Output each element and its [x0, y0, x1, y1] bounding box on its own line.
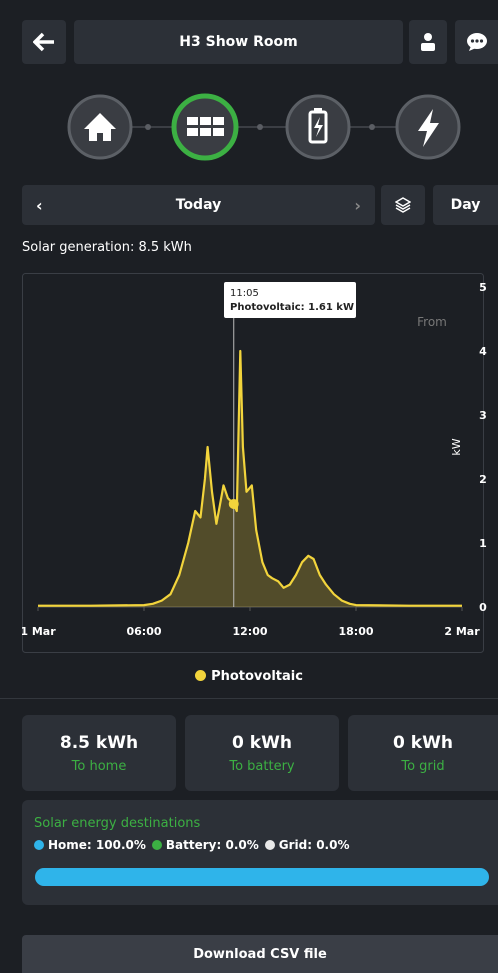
- prev-arrow[interactable]: ‹: [36, 195, 43, 215]
- grid-mode[interactable]: [395, 94, 461, 160]
- tooltip-time: 11:05: [230, 288, 259, 299]
- legend-swatch: [264, 840, 275, 850]
- y-tick-label: 5: [479, 281, 487, 294]
- destinations-bar: [35, 868, 489, 886]
- y-tick-label: 1: [479, 537, 487, 550]
- layers-button[interactable]: [381, 185, 425, 225]
- title-bar: H3 Show Room: [74, 20, 403, 64]
- user-icon: [421, 33, 435, 51]
- tooltip-point: [228, 498, 239, 509]
- card-label: To grid: [401, 759, 445, 774]
- card-label: To battery: [229, 759, 295, 774]
- mode-icons: [67, 93, 461, 161]
- card: 8.5 kWh To home: [22, 715, 176, 791]
- back-button[interactable]: [22, 20, 66, 64]
- y-tick-label: 4: [479, 345, 487, 358]
- destinations-title: Solar energy destinations: [34, 816, 201, 831]
- y-tick-label: 0: [479, 601, 487, 614]
- solar-summary: Solar generation: 8.5 kWh: [22, 240, 192, 255]
- home-mode[interactable]: [67, 94, 133, 160]
- y-tick-label: 2: [479, 473, 487, 486]
- range-label: Day: [450, 197, 481, 213]
- y-tick-label: 3: [479, 409, 487, 422]
- divider: [0, 698, 498, 699]
- annotation: From: [417, 315, 447, 329]
- y-axis-label: kW: [450, 438, 463, 455]
- x-tick-label: 1 Mar: [22, 625, 56, 638]
- user-button[interactable]: [409, 20, 447, 64]
- tooltip-box: [224, 282, 356, 318]
- chat-icon: [466, 33, 487, 51]
- chart: 0 1 2 3 4 5 1 Mar 06:00 12:00 18:00 2 Mar kW From 11:…: [22, 273, 487, 653]
- download-button[interactable]: Download CSV file: [22, 935, 498, 973]
- bar-segment: [35, 868, 489, 886]
- legend-swatch: [195, 670, 207, 681]
- legend-swatch: [34, 840, 44, 850]
- card-value: 0 kWh: [393, 733, 453, 753]
- destinations-legend: Home: 100.0% Battery: 0.0% Grid: 0.0%: [34, 838, 349, 852]
- x-tick-label: 06:00: [126, 625, 161, 638]
- line: [38, 349, 462, 607]
- card-value: 0 kWh: [232, 733, 292, 753]
- legend-label: Battery: 0.0%: [165, 838, 259, 852]
- area: [38, 351, 462, 607]
- chart-frame: [22, 273, 484, 653]
- card: 0 kWh To grid: [348, 715, 498, 791]
- page-title: H3 Show Room: [179, 34, 298, 50]
- download-label: Download CSV file: [193, 946, 327, 962]
- battery-mode[interactable]: [285, 94, 351, 160]
- legend-label: Grid: 0.0%: [278, 838, 350, 852]
- period-label: Today: [175, 197, 222, 213]
- card-label: To home: [71, 759, 127, 774]
- x-tick-label: 18:00: [338, 625, 373, 638]
- back-icon: [33, 32, 54, 52]
- destinations-panel: Solar energy destinations Home: 100.0% Ba…: [22, 800, 498, 905]
- legend-swatch: [151, 840, 162, 850]
- x-tick-label: 12:00: [232, 625, 267, 638]
- solar-mode[interactable]: [171, 93, 239, 161]
- tooltip-text: Photovoltaic: 1.61 kW: [230, 302, 354, 313]
- x-tick-label: 2 Mar: [444, 625, 480, 638]
- card-value: 8.5 kWh: [59, 733, 139, 753]
- card: 0 kWh To battery: [185, 715, 339, 791]
- legend-label: Home: 100.0%: [48, 838, 146, 852]
- chat-button[interactable]: [455, 20, 498, 64]
- legend-label: Photovoltaic: [211, 669, 303, 684]
- layers-icon: [395, 197, 411, 213]
- next-arrow[interactable]: ›: [354, 195, 361, 215]
- date-selector[interactable]: ‹ Today ›: [22, 185, 375, 225]
- range-button[interactable]: Day: [433, 185, 498, 225]
- legend: Photovoltaic: [0, 669, 498, 684]
